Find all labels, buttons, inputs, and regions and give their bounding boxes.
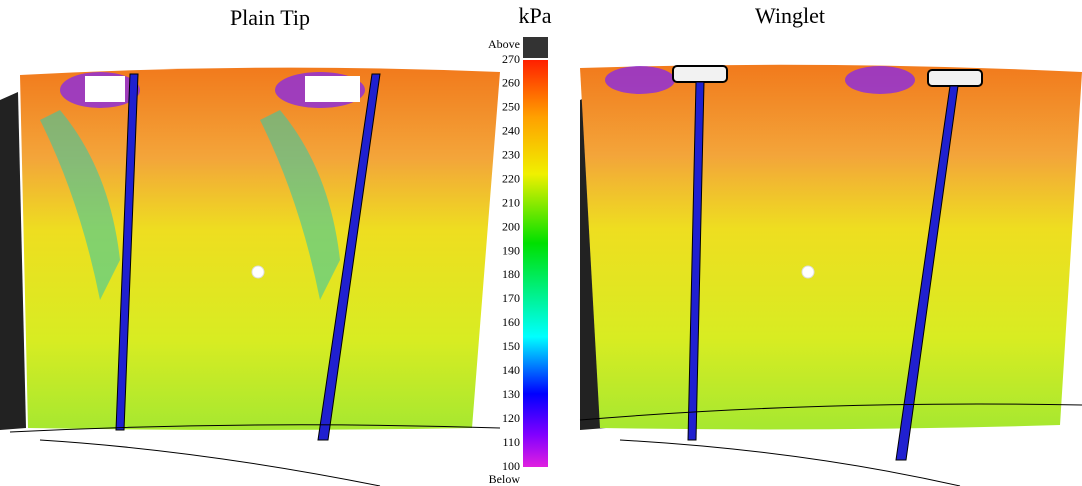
colorbar-tick-label: 220 [502,171,520,185]
colorbar-tick-label: 120 [502,411,520,425]
contour-plot [579,64,1082,486]
colorbar-tick-label: 240 [502,124,520,138]
colorbar-tick-label: 140 [502,363,520,377]
colorbar-above [523,37,548,58]
colorbar-tick-label: 170 [502,291,520,305]
colorbar-tick-label: 100 [502,459,520,473]
colorbar-tick-label: 110 [502,435,520,449]
colorbar-tick-label: 230 [502,148,520,162]
colorbar: Above Below 100 110 120 130 140 150 160 170 180 1… [488,37,548,486]
colorbar-below-label: Below [489,472,521,486]
colorbar-unit: kPa [519,3,552,28]
colorbar-tick-label: 210 [502,195,520,209]
colorbar-tick-label: 180 [502,267,520,281]
colorbar-tick-label: 250 [502,100,520,114]
colorbar-tick-label: 130 [502,387,520,401]
colorbar-tick-label: 150 [502,339,520,353]
colorbar-tick-label: 200 [502,219,520,233]
contour-plot [0,67,501,486]
colorbar-gradient [523,60,548,467]
colorbar-above-label: Above [488,37,520,51]
panel-title: Winglet [755,3,825,28]
colorbar-tick-label: 190 [502,243,520,257]
colorbar-tick-label: 270 [502,52,520,66]
panel-title: Plain Tip [230,5,310,30]
colorbar-tick-label: 260 [502,76,520,90]
colorbar-tick-label: 160 [502,315,520,329]
